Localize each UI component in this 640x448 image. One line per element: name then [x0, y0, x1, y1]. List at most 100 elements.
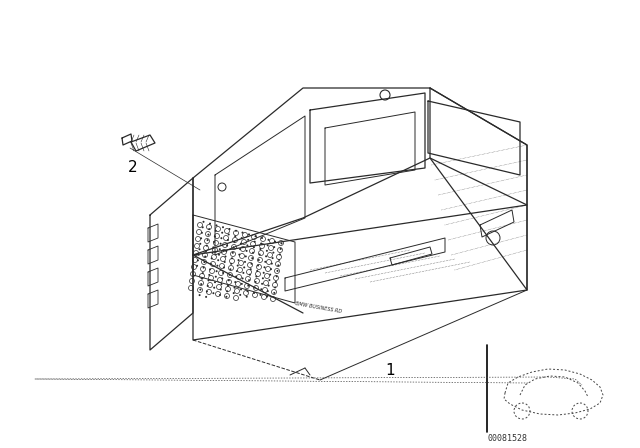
Circle shape: [207, 233, 209, 236]
Circle shape: [261, 237, 263, 239]
Circle shape: [253, 241, 256, 243]
Circle shape: [229, 268, 232, 270]
Circle shape: [202, 221, 205, 223]
Circle shape: [221, 232, 223, 234]
Circle shape: [249, 274, 251, 276]
Circle shape: [273, 292, 275, 294]
Circle shape: [232, 246, 235, 248]
Circle shape: [277, 264, 279, 267]
Circle shape: [241, 283, 243, 285]
Circle shape: [200, 237, 202, 239]
Circle shape: [255, 235, 257, 237]
Circle shape: [246, 250, 248, 252]
Circle shape: [221, 277, 223, 280]
Circle shape: [200, 289, 202, 291]
Circle shape: [223, 267, 225, 268]
Circle shape: [268, 239, 269, 241]
Circle shape: [206, 290, 208, 293]
Circle shape: [244, 255, 247, 258]
Circle shape: [253, 246, 255, 248]
Circle shape: [228, 233, 230, 236]
Circle shape: [274, 241, 276, 243]
Circle shape: [208, 228, 210, 230]
Circle shape: [256, 270, 258, 272]
Text: BMW BUSINESS RD: BMW BUSINESS RD: [295, 302, 342, 314]
Circle shape: [261, 283, 263, 285]
Circle shape: [233, 292, 235, 294]
Circle shape: [240, 243, 242, 245]
Circle shape: [202, 272, 204, 274]
Circle shape: [227, 285, 229, 287]
Circle shape: [265, 255, 267, 257]
Circle shape: [255, 276, 257, 277]
Circle shape: [262, 272, 265, 274]
Circle shape: [201, 232, 203, 234]
Circle shape: [201, 278, 203, 280]
Circle shape: [247, 239, 249, 241]
Circle shape: [203, 267, 205, 269]
Circle shape: [228, 228, 230, 230]
Circle shape: [257, 264, 259, 267]
Circle shape: [214, 235, 216, 237]
Circle shape: [243, 267, 245, 268]
Circle shape: [280, 242, 282, 245]
Circle shape: [220, 289, 221, 290]
Text: 1: 1: [385, 362, 395, 378]
Text: 00081528: 00081528: [488, 434, 528, 443]
Circle shape: [239, 248, 241, 250]
Circle shape: [205, 250, 207, 252]
Circle shape: [268, 279, 270, 281]
Circle shape: [215, 276, 217, 278]
Circle shape: [226, 290, 228, 292]
Circle shape: [226, 245, 228, 246]
Circle shape: [219, 248, 221, 250]
Circle shape: [279, 254, 281, 255]
Circle shape: [207, 285, 209, 287]
Circle shape: [268, 284, 269, 287]
Circle shape: [273, 252, 275, 254]
Circle shape: [237, 259, 239, 261]
Circle shape: [276, 270, 278, 272]
Circle shape: [216, 270, 218, 272]
Circle shape: [234, 281, 236, 283]
Circle shape: [199, 243, 202, 245]
Circle shape: [225, 255, 227, 258]
Circle shape: [228, 279, 230, 281]
Circle shape: [267, 244, 269, 246]
Text: 2: 2: [128, 159, 138, 175]
Circle shape: [198, 294, 200, 296]
Circle shape: [216, 265, 218, 267]
Circle shape: [266, 296, 268, 297]
Circle shape: [250, 268, 252, 270]
Circle shape: [200, 283, 202, 285]
Circle shape: [220, 243, 221, 245]
Circle shape: [274, 286, 276, 289]
Circle shape: [250, 263, 253, 265]
Circle shape: [208, 274, 211, 276]
Circle shape: [237, 265, 239, 267]
Circle shape: [269, 274, 271, 276]
Circle shape: [259, 254, 260, 255]
Circle shape: [248, 279, 250, 281]
Circle shape: [204, 256, 206, 258]
Circle shape: [214, 230, 217, 232]
Circle shape: [211, 258, 212, 259]
Circle shape: [254, 287, 256, 289]
Circle shape: [224, 261, 226, 263]
Circle shape: [235, 230, 237, 232]
Circle shape: [234, 235, 236, 237]
Circle shape: [220, 237, 223, 239]
Circle shape: [198, 248, 200, 250]
Circle shape: [198, 254, 200, 256]
Circle shape: [267, 290, 269, 292]
Circle shape: [234, 287, 236, 289]
Circle shape: [231, 257, 233, 259]
Circle shape: [222, 272, 224, 274]
Circle shape: [228, 274, 230, 276]
Circle shape: [259, 248, 261, 250]
Circle shape: [205, 296, 207, 298]
Circle shape: [246, 296, 248, 298]
Circle shape: [214, 281, 216, 283]
Circle shape: [196, 265, 198, 267]
Circle shape: [227, 239, 229, 241]
